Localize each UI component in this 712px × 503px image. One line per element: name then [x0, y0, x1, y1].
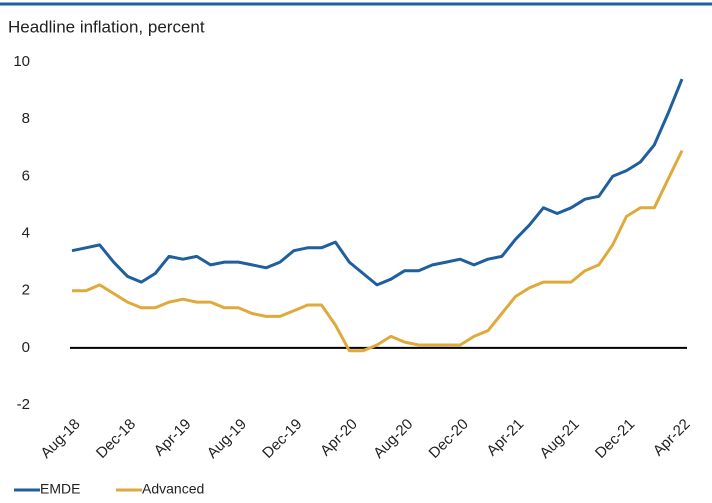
series-line [72, 149, 684, 353]
x-tick-label: Dec-19 [259, 416, 305, 462]
x-tick-label: Apr-22 [650, 416, 694, 460]
x-tick-label: Apr-20 [317, 416, 361, 460]
y-tick-label: 0 [22, 339, 30, 356]
x-tick-label: Aug-19 [204, 416, 250, 462]
x-tick-label: Dec-20 [426, 416, 472, 462]
y-tick-label: 8 [22, 110, 30, 127]
x-tick-label: Aug-21 [536, 416, 582, 462]
x-tick-label: Apr-19 [151, 416, 195, 460]
y-tick-label: 4 [22, 224, 30, 241]
legend-label: EMDE [40, 481, 80, 497]
y-tick-label: -2 [17, 396, 30, 413]
y-tick-label: 10 [13, 53, 30, 70]
legend-label: Advanced [142, 481, 204, 497]
x-tick-label: Aug-18 [37, 416, 83, 462]
y-tick-label: 2 [22, 282, 30, 299]
chart-title: Headline inflation, percent [8, 17, 205, 36]
x-tick-label: Aug-20 [370, 416, 416, 462]
x-tick-label: Dec-21 [592, 416, 638, 462]
series-line [71, 78, 684, 287]
x-tick-label: Apr-21 [483, 416, 527, 460]
x-tick-label: Dec-18 [93, 416, 139, 462]
y-tick-label: 6 [22, 167, 30, 184]
